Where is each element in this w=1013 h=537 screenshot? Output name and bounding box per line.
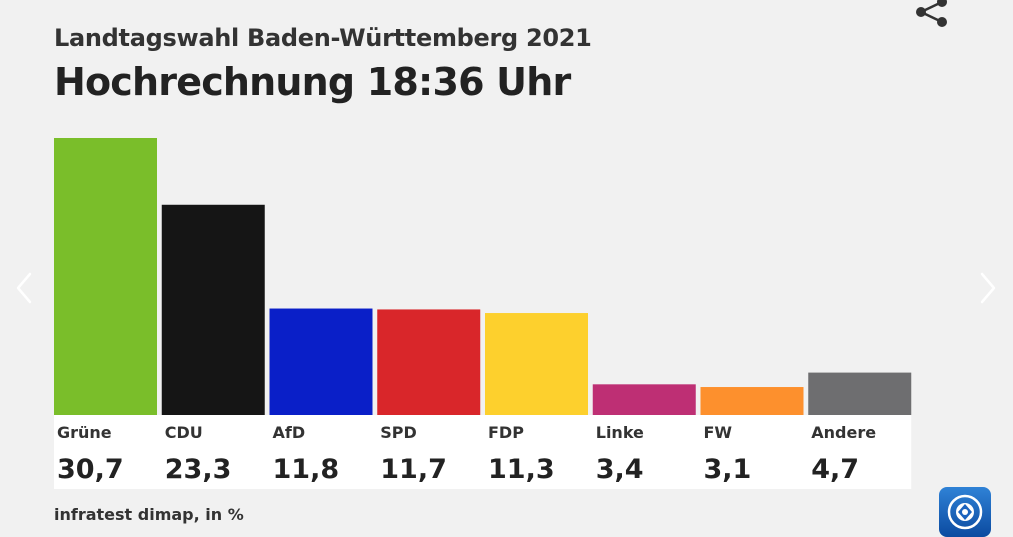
bar bbox=[808, 372, 912, 415]
category-label: FW bbox=[704, 423, 733, 442]
tagesschau-logo-icon bbox=[947, 494, 983, 530]
value-label: 23,3 bbox=[165, 454, 232, 485]
category-label: AfD bbox=[273, 423, 306, 442]
value-label: 30,7 bbox=[57, 454, 124, 485]
value-label: 3,1 bbox=[704, 454, 752, 485]
value-label: 11,3 bbox=[488, 454, 555, 485]
bar bbox=[377, 309, 481, 415]
value-label: 4,7 bbox=[811, 454, 859, 485]
bar bbox=[161, 204, 265, 415]
previous-button[interactable] bbox=[8, 268, 38, 308]
label-panel bbox=[54, 415, 912, 489]
next-button[interactable] bbox=[974, 268, 1004, 308]
category-label: Linke bbox=[596, 423, 644, 442]
value-label: 11,8 bbox=[273, 454, 340, 485]
category-label: SPD bbox=[380, 423, 417, 442]
bar bbox=[592, 384, 696, 415]
bar bbox=[269, 308, 373, 415]
chevron-right-icon bbox=[980, 272, 996, 304]
category-label: FDP bbox=[488, 423, 524, 442]
chevron-left-icon bbox=[16, 272, 32, 304]
category-label: CDU bbox=[165, 423, 203, 442]
share-icon bbox=[916, 0, 947, 27]
bar bbox=[700, 387, 804, 415]
bar bbox=[54, 138, 157, 415]
tagesschau-logo[interactable] bbox=[939, 487, 991, 537]
bar bbox=[485, 313, 588, 415]
category-label: Andere bbox=[811, 423, 876, 442]
chart-subtitle: Landtagswahl Baden-Württemberg 2021 bbox=[54, 24, 592, 52]
value-label: 11,7 bbox=[380, 454, 447, 485]
chart-title: Hochrechnung 18:36 Uhr bbox=[54, 60, 571, 104]
source-note: infratest dimap, in % bbox=[54, 505, 244, 524]
category-label: Grüne bbox=[57, 423, 112, 442]
share-button[interactable] bbox=[912, 0, 952, 30]
value-label: 3,4 bbox=[596, 454, 644, 485]
